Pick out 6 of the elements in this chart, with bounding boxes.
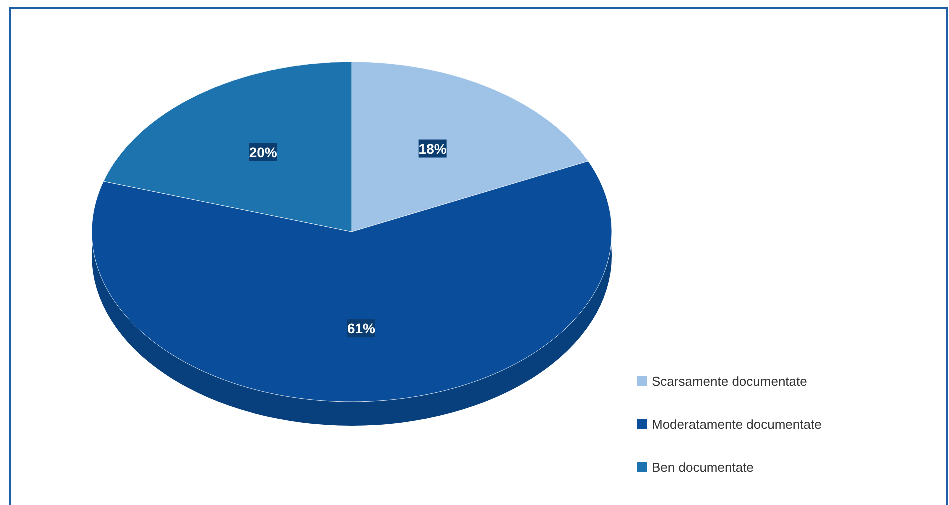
data-label: 61% bbox=[347, 320, 376, 337]
data-label: 20% bbox=[249, 144, 278, 160]
legend-label: Scarsamente documentate bbox=[652, 374, 808, 389]
data-label: 18% bbox=[418, 140, 448, 157]
legend-label: Ben documentate bbox=[652, 460, 754, 475]
legend-label: Moderatamente documentate bbox=[652, 417, 822, 432]
